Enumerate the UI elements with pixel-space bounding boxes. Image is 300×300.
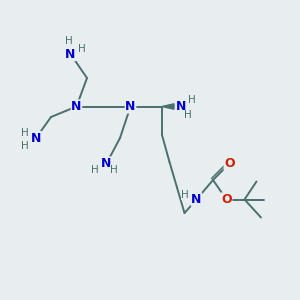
Text: H: H	[21, 128, 28, 138]
Text: H: H	[184, 110, 192, 121]
Text: H: H	[181, 190, 189, 200]
Text: N: N	[191, 193, 202, 206]
Text: N: N	[176, 100, 187, 113]
Text: H: H	[91, 165, 99, 175]
Text: O: O	[221, 193, 232, 206]
Text: H: H	[78, 44, 86, 54]
Text: N: N	[101, 157, 112, 170]
Text: N: N	[71, 100, 82, 113]
Text: N: N	[65, 47, 76, 61]
Text: N: N	[125, 100, 136, 113]
Text: O: O	[224, 157, 235, 170]
Text: H: H	[21, 141, 28, 152]
Text: H: H	[188, 95, 196, 105]
Polygon shape	[162, 104, 174, 109]
Text: H: H	[110, 165, 118, 175]
Text: H: H	[65, 36, 73, 46]
Text: N: N	[31, 131, 41, 145]
